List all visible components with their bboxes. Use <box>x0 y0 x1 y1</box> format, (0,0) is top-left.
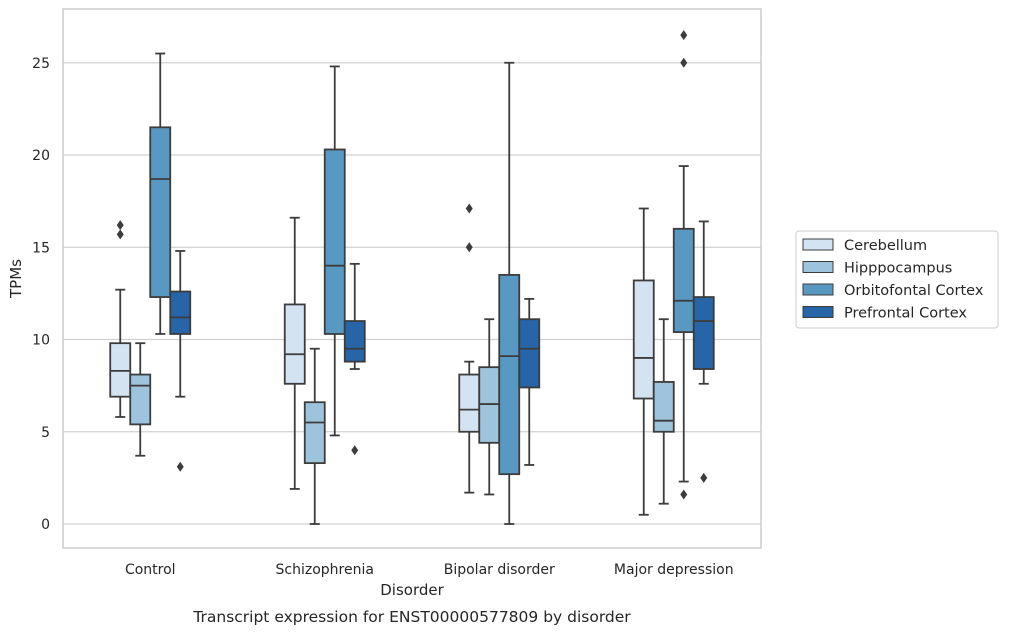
box-prefrontal-cortex <box>692 220 715 483</box>
outlier-point <box>700 472 708 483</box>
box-hipppocampus <box>303 347 326 525</box>
legend-label: Cerebellum <box>844 238 927 254</box>
outlier-point <box>116 229 124 240</box>
box-cerebellum <box>109 220 132 418</box>
box-iqr <box>652 381 675 433</box>
box-orbitofontal-cortex <box>323 65 346 437</box>
box-iqr <box>478 366 501 444</box>
box-iqr <box>283 303 306 385</box>
y-tick-label: 15 <box>32 240 50 256</box>
box-iqr <box>692 296 715 370</box>
box-iqr <box>149 126 172 298</box>
grid-lines <box>63 62 761 525</box>
box-hipppocampus <box>652 318 675 505</box>
legend-swatch <box>802 261 834 273</box>
y-axis-ticks: 0 5 10 15 20 25 <box>32 56 50 533</box>
y-tick-label: 20 <box>32 148 50 164</box>
box-iqr <box>518 318 541 389</box>
box-iqr <box>169 290 192 335</box>
outlier-point <box>680 489 688 500</box>
box-iqr <box>129 373 152 426</box>
box-iqr <box>672 227 695 334</box>
legend-swatch <box>802 306 834 318</box>
box-iqr <box>323 148 346 335</box>
y-tick-label: 10 <box>32 333 50 349</box>
box-hipppocampus <box>478 318 501 496</box>
box-cerebellum <box>458 203 481 494</box>
box-iqr <box>632 279 655 400</box>
x-axis-label: Disorder <box>380 581 444 599</box>
y-tick-label: 0 <box>41 517 50 533</box>
box-plot-area <box>109 30 715 525</box>
outlier-point <box>465 203 473 214</box>
box-orbitofontal-cortex <box>672 30 695 500</box>
box-iqr <box>343 320 366 363</box>
plot-frame <box>62 8 762 549</box>
box-iqr <box>109 342 132 398</box>
chart-caption: Transcript expression for ENST0000057780… <box>192 608 631 626</box>
box-orbitofontal-cortex <box>498 61 521 525</box>
legend-frame <box>795 230 999 329</box>
box-iqr <box>498 274 521 476</box>
y-tick-label: 5 <box>41 425 50 441</box>
legend: Cerebellum Hipppocampus Orbitofontal Corte… <box>795 230 999 329</box>
x-tick-label: Schizophrenia <box>276 562 374 578</box>
x-axis-ticks: Control Schizophrenia Bipolar disorder Majo… <box>125 562 734 578</box>
x-tick-label: Major depression <box>614 562 734 578</box>
box-hipppocampus <box>129 342 152 457</box>
x-tick-label: Bipolar disorder <box>444 562 555 578</box>
box-prefrontal-cortex <box>343 262 366 456</box>
box-prefrontal-cortex <box>518 298 541 466</box>
box-cerebellum <box>283 216 306 490</box>
outlier-point <box>176 461 184 472</box>
box-cerebellum <box>632 207 655 516</box>
legend-label: Orbitofontal Cortex <box>844 283 984 299</box>
legend-label: Hipppocampus <box>844 261 952 277</box>
outlier-point <box>351 445 359 456</box>
legend-label: Prefrontal Cortex <box>844 306 967 322</box>
box-orbitofontal-cortex <box>149 52 172 335</box>
box-iqr <box>303 401 326 465</box>
outlier-point <box>680 30 688 41</box>
outlier-point <box>680 57 688 68</box>
x-tick-label: Control <box>125 562 176 578</box>
y-tick-label: 25 <box>32 56 50 72</box>
box-iqr <box>458 373 481 433</box>
outlier-point <box>465 242 473 253</box>
box-prefrontal-cortex <box>169 250 192 472</box>
legend-swatch <box>802 283 834 296</box>
legend-swatch <box>802 238 834 251</box>
outlier-point <box>116 220 124 231</box>
y-axis-label: TPMs <box>7 259 25 299</box>
